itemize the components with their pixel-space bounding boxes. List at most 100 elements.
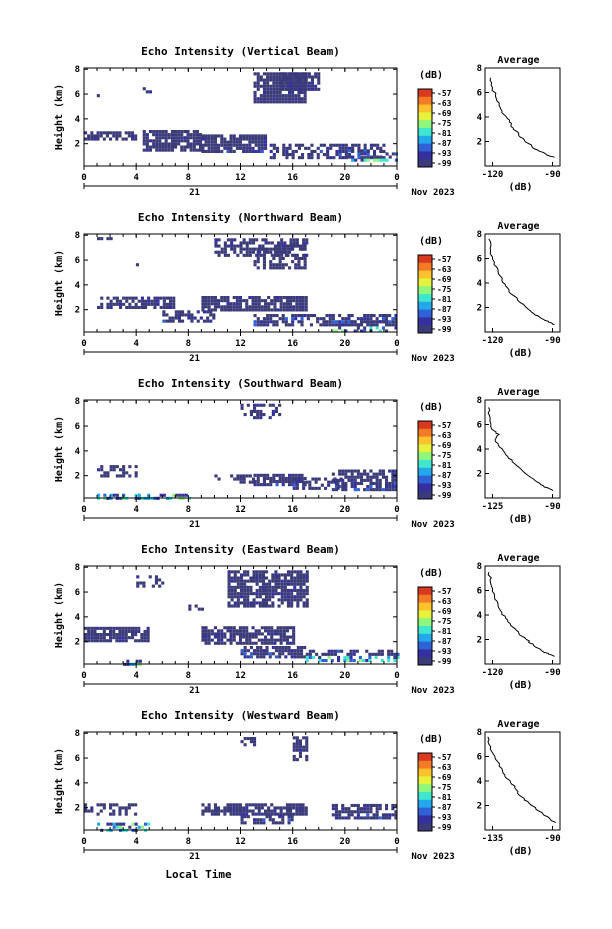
heatmap-cell	[341, 146, 345, 150]
heatmap-cell	[84, 639, 88, 643]
heatmap-cell	[253, 84, 257, 88]
heatmap-cell	[344, 152, 348, 156]
heatmap-cell	[310, 143, 314, 147]
heatmap-cell	[277, 573, 281, 577]
heatmap-cell	[140, 639, 144, 643]
heatmap-cell	[143, 636, 147, 640]
heatmap-cell	[385, 803, 389, 807]
profile-y-tick-label: 8	[477, 396, 482, 406]
heatmap-cell	[127, 806, 131, 810]
heatmap-cell	[305, 652, 309, 656]
heatmap-cell	[246, 585, 250, 589]
heatmap-cell	[253, 94, 257, 98]
heatmap-cell	[240, 585, 244, 589]
heatmap-cell	[344, 485, 348, 489]
heatmap-cell	[324, 659, 328, 663]
heatmap-cell	[291, 100, 295, 104]
heatmap-cell	[192, 136, 196, 140]
colorbar-tick-label: -63	[437, 597, 452, 606]
heatmap-cell	[307, 153, 311, 157]
heatmap-cell	[279, 629, 283, 633]
heatmap-cell	[338, 320, 342, 324]
heatmap-cell	[233, 247, 237, 251]
heatmap-cell	[277, 582, 281, 586]
heatmap-cell	[300, 78, 304, 82]
heatmap-cell	[334, 813, 338, 817]
heatmap-cell	[350, 481, 354, 485]
heatmap-cell	[279, 635, 283, 639]
heatmap-cell	[268, 655, 272, 659]
heatmap-cell	[265, 646, 269, 650]
colorbar-segment	[418, 815, 432, 824]
heatmap-cell	[268, 595, 272, 599]
heatmap-cell	[284, 320, 288, 324]
heatmap-cell	[382, 149, 386, 153]
heatmap-cell	[337, 655, 341, 659]
heatmap-cell	[112, 825, 116, 829]
heatmap-cell	[297, 320, 301, 324]
heatmap-cell	[269, 84, 273, 88]
heatmap-cell	[305, 480, 309, 484]
heatmap-cell	[127, 803, 131, 807]
heatmap-cell	[257, 803, 261, 807]
heatmap-cell	[269, 149, 273, 153]
colorbar-segment	[418, 286, 432, 295]
heatmap-cell	[264, 134, 268, 138]
heatmap-cell	[382, 156, 386, 160]
heatmap-cell	[161, 136, 165, 140]
heatmap-cell	[294, 263, 298, 267]
heatmap-cell	[272, 473, 276, 477]
heatmap-cell	[283, 588, 287, 592]
heatmap-cell	[282, 84, 286, 88]
heatmap-cell	[240, 592, 244, 596]
heatmap-cell	[265, 815, 269, 819]
heatmap-cell	[103, 471, 107, 475]
heatmap-cell	[251, 812, 255, 816]
heatmap-cell	[316, 146, 320, 150]
heatmap-cell	[207, 146, 211, 150]
heatmap-cell	[177, 319, 181, 323]
heatmap-cell	[124, 639, 128, 643]
heatmap-cell	[269, 263, 273, 267]
heatmap-cell	[258, 601, 262, 605]
colorbar-segment	[418, 294, 432, 303]
heatmap-cell	[253, 247, 257, 251]
heatmap-cell	[272, 87, 276, 91]
heatmap-cell	[394, 158, 398, 162]
heatmap-cell	[283, 573, 287, 577]
heatmap-cell	[282, 78, 286, 82]
heatmap-cell	[305, 659, 309, 663]
heatmap-cell	[236, 253, 240, 257]
heatmap-cell	[285, 302, 289, 306]
heatmap-cell	[354, 158, 358, 162]
heatmap-cell	[242, 474, 246, 478]
heatmap-cell	[285, 305, 289, 309]
heatmap-cell	[137, 299, 141, 303]
heatmap-cell	[304, 806, 308, 810]
heatmap-cell	[351, 158, 355, 162]
heatmap-cell	[285, 156, 289, 160]
heatmap-cell	[333, 480, 337, 484]
heatmap-cell	[330, 649, 334, 653]
y-axis-label: Height (km)	[53, 582, 65, 648]
heatmap-cell	[260, 140, 264, 144]
heatmap-cell	[273, 302, 277, 306]
heatmap-cell	[201, 626, 205, 630]
heatmap-cell	[180, 130, 184, 134]
heatmap-cell	[326, 149, 330, 153]
heatmap-cell	[238, 638, 242, 642]
heatmap-cell	[257, 806, 261, 810]
heatmap-cell	[259, 78, 263, 82]
profile-x-tick-label: -90	[544, 502, 560, 512]
heatmap-cell	[190, 313, 194, 317]
heatmap-cell	[275, 72, 279, 76]
heatmap-cell	[162, 313, 166, 317]
heatmap-cell	[301, 143, 305, 147]
heatmap-cell	[273, 253, 277, 257]
heatmap-cell	[285, 296, 289, 300]
heatmap-cell	[251, 296, 255, 300]
heatmap-cell	[256, 100, 260, 104]
heatmap-cell	[271, 409, 275, 413]
heatmap-cell	[233, 477, 237, 481]
heatmap-cell	[391, 803, 395, 807]
